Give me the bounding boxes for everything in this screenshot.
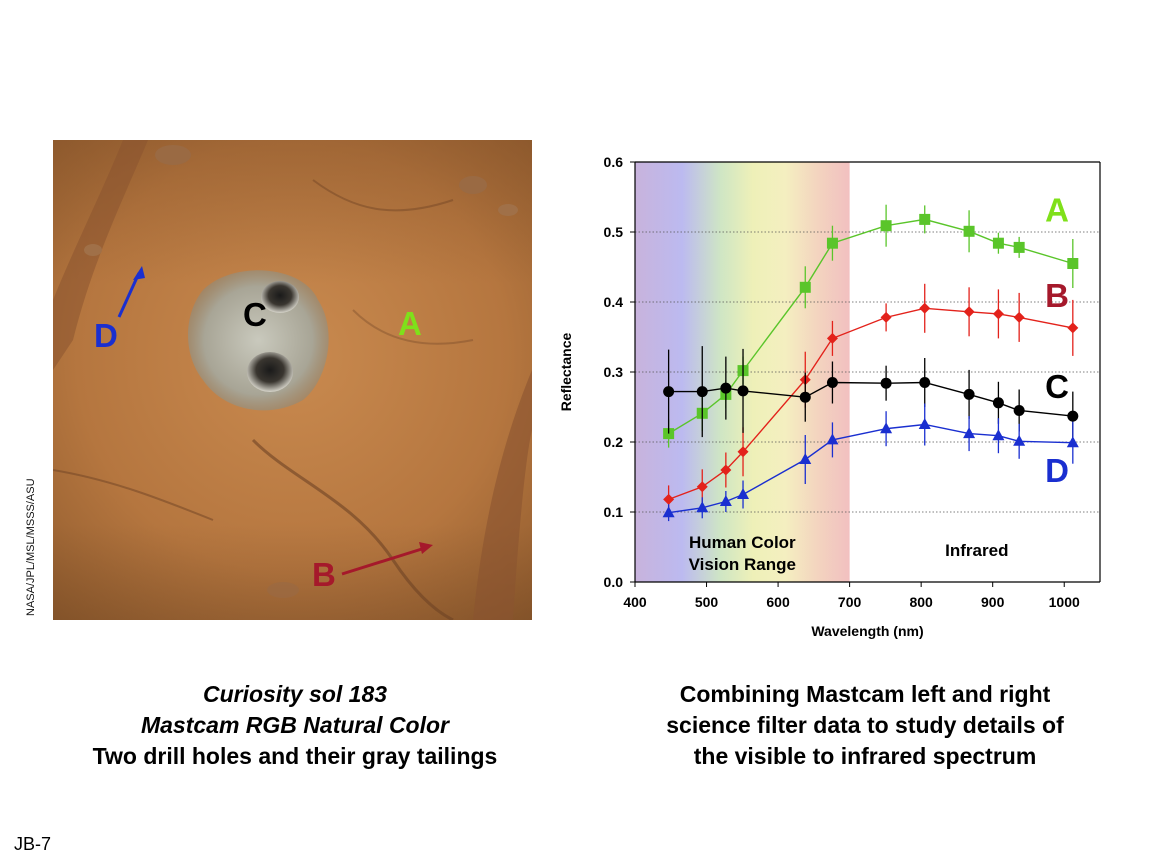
right-caption-line-1: Combining Mastcam left and right [679,681,1051,707]
data-point [918,418,931,429]
region-visible-label-2: Vision Range [689,555,796,574]
y-tick-label: 0.1 [604,504,624,520]
y-tick-label: 0.5 [604,224,624,240]
photo-label-d: D [94,317,118,354]
data-point [719,495,732,506]
x-tick-label: 700 [838,594,862,610]
data-point [696,386,708,398]
data-point [826,433,839,445]
arrow-b-icon [341,542,433,576]
data-point [992,237,1004,249]
mastcam-photo: C A D B [53,140,532,620]
photo-label-b: B [312,556,336,593]
image-credit: NASA/JPL/MSL/MSSS/ASU [25,478,37,616]
data-point [696,481,708,493]
series-labels: A B C D [1045,192,1069,489]
data-point [963,427,976,439]
data-point [1013,241,1025,253]
y-tick-label: 0.4 [604,294,624,310]
arrow-d-icon [117,266,145,318]
left-caption-line-3: Two drill holes and their gray tailings [92,743,498,769]
mastcam-photo-image: C A D B [53,140,532,620]
y-axis-title: Reflectance [558,332,574,411]
tick-labels: 400 500 600 700 800 900 1000 0.0 0.1 0.2 0.3 0.4 0.5… [604,154,1080,610]
data-point [826,237,838,249]
series-label-c: C [1045,368,1069,405]
data-point [696,501,709,513]
data-point [737,385,749,397]
series-b [663,283,1079,514]
region-visible-label-1: Human Color [689,533,796,552]
data-point [1067,258,1079,269]
reflectance-chart: 400 500 600 700 800 900 1000 0.0 0.1 0.2 0.3 0.4 0.5… [558,154,1101,639]
series-label-d: D [1045,452,1069,489]
x-axis-title: Wavelength (nm) [811,623,923,639]
right-caption-line-2: science filter data to study details of [666,712,1064,738]
left-caption-line-2: Mastcam RGB Natural Color [140,712,449,738]
right-caption: Combining Mastcam left and right science… [605,679,1125,772]
x-tick-label: 600 [766,594,790,610]
data-point [737,446,749,458]
data-point [662,506,675,518]
x-tick-label: 500 [695,594,719,610]
data-point [1013,434,1026,446]
data-point [1013,311,1025,323]
x-tick-label: 1000 [1049,594,1080,610]
photo-label-a: A [398,305,422,342]
x-tick-label: 400 [623,594,647,610]
photo-label-c: C [243,296,267,333]
data-point [720,464,732,476]
y-tick-label: 0.0 [604,574,624,590]
data-point [992,429,1005,441]
data-point [919,302,931,314]
data-point [663,386,675,398]
slide-id: JB-7 [14,834,52,854]
data-point [963,388,975,400]
data-point [880,422,893,434]
data-point [992,308,1004,320]
data-point [720,382,732,394]
x-tick-label: 900 [981,594,1005,610]
data-point [799,391,811,403]
data-point [799,453,812,464]
data-point [1067,410,1079,422]
data-point [963,306,975,318]
data-point [880,377,892,389]
data-point [992,397,1004,409]
data-point [963,225,975,237]
series-d [662,403,1079,522]
data-point [880,220,892,232]
series-label-b: B [1045,277,1069,314]
data-point [880,311,892,323]
left-caption: Curiosity sol 183 Mastcam RGB Natural Co… [40,679,550,772]
series-layer [662,204,1079,522]
data-point [1066,436,1079,448]
y-tick-label: 0.6 [604,154,624,170]
data-point [919,213,931,225]
right-caption-line-3: the visible to infrared spectrum [693,743,1037,769]
data-point [799,281,811,293]
data-point [1013,405,1025,416]
series-label-a: A [1045,192,1069,229]
series-c [663,346,1079,441]
data-point [663,493,675,505]
y-tick-label: 0.2 [604,434,624,450]
left-caption-line-1: Curiosity sol 183 [202,681,388,707]
data-point [826,377,838,388]
y-tick-label: 0.3 [604,364,624,380]
data-point [1067,322,1079,334]
data-point [826,332,838,344]
data-point [919,377,931,388]
x-tick-label: 800 [909,594,933,610]
region-infrared-label: Infrared [945,541,1008,560]
data-point [737,488,750,499]
